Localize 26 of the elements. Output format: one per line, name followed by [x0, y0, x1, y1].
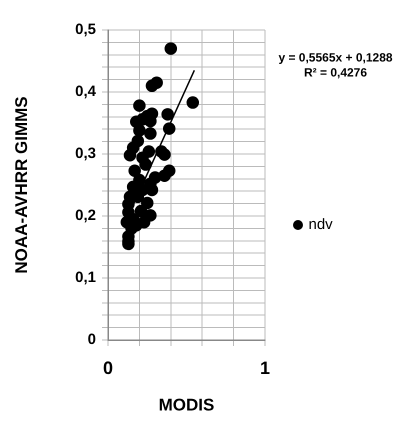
point — [186, 96, 200, 109]
point — [161, 108, 174, 121]
y-tick-label: 0,5 — [75, 21, 96, 38]
point — [133, 99, 146, 112]
point — [162, 122, 176, 135]
point — [141, 196, 154, 210]
point — [124, 148, 136, 162]
y-tick-label: 0,4 — [75, 83, 97, 100]
y-tick-label: 0,1 — [75, 269, 96, 286]
point — [158, 148, 171, 161]
point — [144, 127, 157, 140]
legend-label: ndv — [308, 216, 334, 234]
point — [164, 42, 178, 55]
point — [139, 158, 152, 171]
text: R² = 0,4276 — [304, 65, 368, 80]
point — [146, 184, 158, 196]
y-tick-label: 0,2 — [75, 207, 96, 224]
point — [133, 124, 146, 137]
y-tick-label: 0,3 — [75, 145, 96, 162]
y-tick-label: 0 — [88, 331, 96, 348]
point — [150, 76, 163, 89]
x-axis-title: MODIS — [158, 395, 214, 414]
point — [128, 164, 141, 177]
text: y = 0,5565x + 0,1288 — [278, 50, 393, 64]
y-axis-title: NOAA-AVHRR GIMMS — [12, 96, 31, 274]
x-tick-label: 1 — [260, 358, 270, 378]
